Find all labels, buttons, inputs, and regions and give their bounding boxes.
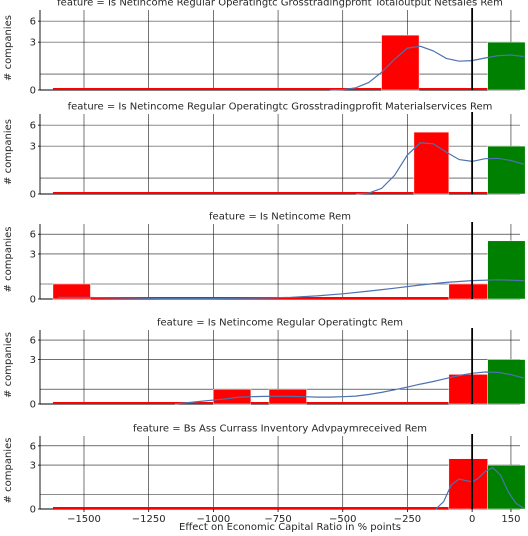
panel-5: feature = Bs Ass Currass Inventory Advpa…: [3, 424, 526, 525]
x-tick-label: −750: [264, 514, 291, 525]
y-tick-label: 0: [30, 505, 36, 516]
y-tick-label: 0: [30, 400, 36, 411]
panel-title: feature = Is Netincome Regular Operating…: [157, 318, 403, 329]
y-tick-label: 6: [30, 17, 36, 28]
x-tick-label: −1500: [67, 514, 101, 525]
panel-title: feature = Is Netincome Rem: [209, 212, 351, 223]
panel-title: feature = Is Netincome Regular Operating…: [57, 0, 503, 9]
y-tick-label: 0: [30, 86, 36, 97]
y-tick-label: 3: [30, 461, 36, 472]
x-tick-label: 0: [469, 514, 475, 525]
histogram-bar-zero: [250, 402, 270, 404]
kde-line: [174, 371, 525, 405]
kde-line: [58, 279, 524, 300]
histogram-bar-zero: [52, 88, 382, 90]
kde-line: [435, 466, 525, 510]
histogram-bar-zero: [52, 402, 214, 404]
histogram-bar-zero: [419, 88, 488, 90]
y-axis-label: # companies: [3, 438, 14, 504]
histogram-bar: [487, 240, 526, 300]
histogram-bar-zero: [52, 192, 414, 194]
y-tick-label: 3: [30, 142, 36, 153]
x-axis-label: Effect on Economic Capital Ratio in % po…: [179, 522, 401, 533]
panel-2: feature = Is Netincome Regular Operating…: [3, 102, 526, 201]
histogram-bar: [448, 374, 488, 405]
y-tick-label: 6: [30, 121, 36, 132]
x-tick-label: −1000: [196, 514, 230, 525]
y-tick-label: 6: [30, 230, 36, 241]
y-tick-label: 0: [30, 295, 36, 306]
x-tick-label: −250: [394, 514, 421, 525]
kde-line: [329, 45, 524, 91]
y-axis-label: # companies: [3, 227, 14, 293]
histogram-bar-zero: [306, 402, 449, 404]
x-tick-label: −1250: [132, 514, 166, 525]
histogram-bar: [448, 283, 488, 300]
histogram-bar: [487, 145, 526, 195]
y-tick-label: 3: [30, 355, 36, 366]
panel-3: feature = Is Netincome Rem 0 3 6 # companies: [3, 212, 526, 306]
histogram-bar: [487, 41, 526, 91]
panels: feature = Is Netincome Regular Operating…: [3, 0, 526, 525]
y-axis-label: # companies: [3, 15, 14, 81]
panel-1: feature = Is Netincome Regular Operating…: [3, 0, 526, 97]
histogram-bar-zero: [448, 192, 488, 194]
y-tick-label: 0: [30, 190, 36, 201]
y-axis-label: # companies: [3, 119, 14, 185]
x-tick-label: 150: [501, 514, 520, 525]
kde-line: [355, 142, 525, 195]
x-tick-label: −500: [329, 514, 356, 525]
histogram-bar: [381, 34, 420, 91]
histogram-bar: [487, 359, 526, 405]
histogram-bar-zero: [52, 507, 449, 509]
y-tick-label: 6: [30, 441, 36, 452]
y-tick-label: 3: [30, 249, 36, 260]
panel-title: feature = Bs Ass Currass Inventory Advpa…: [133, 424, 427, 435]
histogram-bar: [413, 131, 450, 195]
panel-title: feature = Is Netincome Regular Operating…: [68, 102, 493, 113]
y-tick-label: 6: [30, 336, 36, 347]
y-axis-label: # companies: [3, 332, 14, 398]
histogram-bar: [52, 283, 91, 300]
panel-4: feature = Is Netincome Regular Operating…: [3, 318, 526, 411]
y-tick-label: 3: [30, 38, 36, 49]
histogram-bar: [448, 458, 488, 510]
